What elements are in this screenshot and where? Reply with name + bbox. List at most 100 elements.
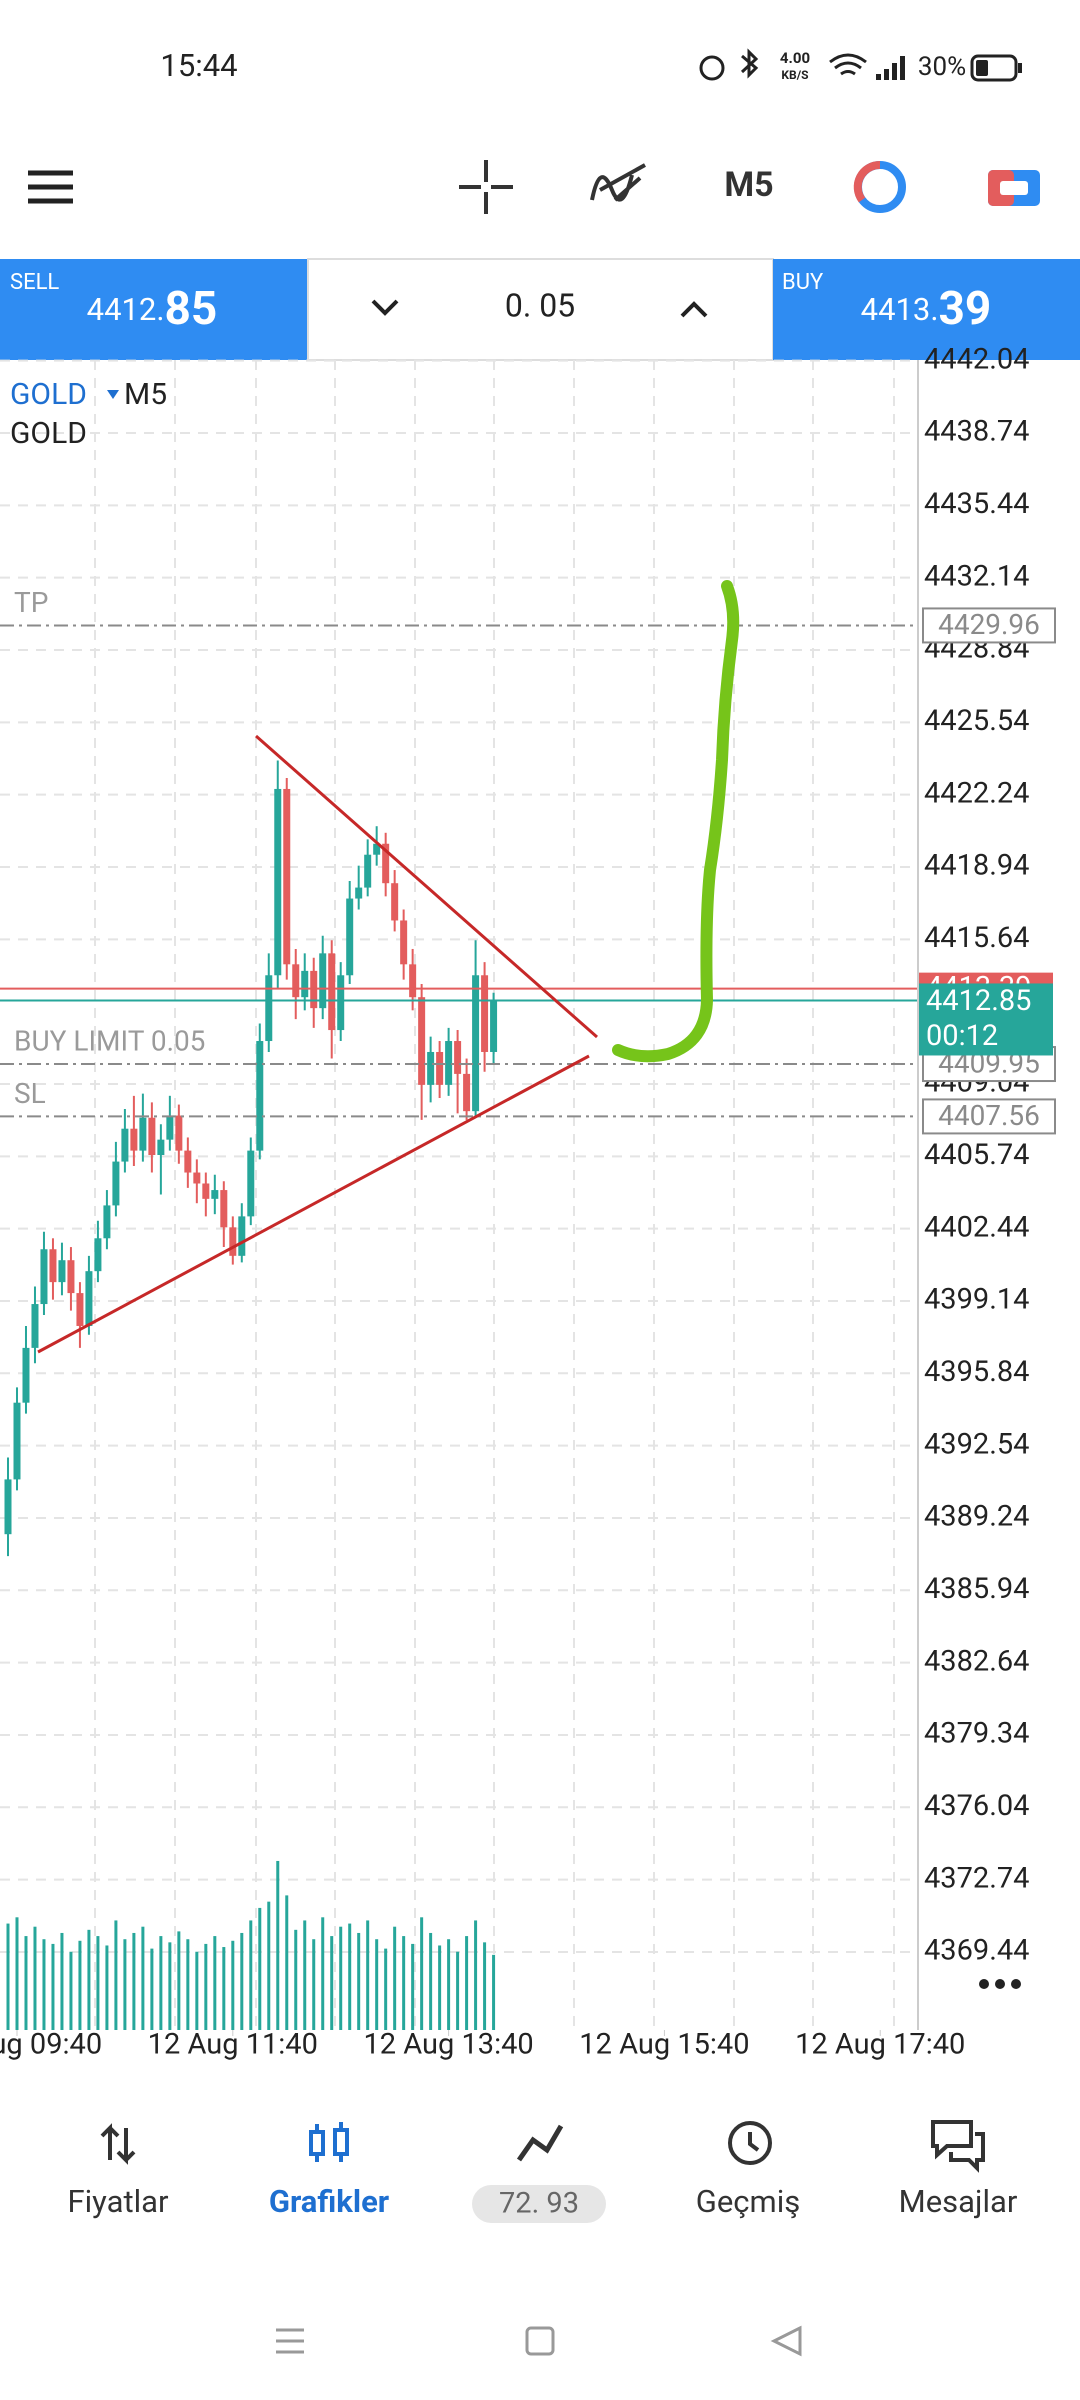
sell-price-main: 4412. bbox=[87, 291, 165, 328]
candle-body bbox=[256, 1041, 264, 1151]
quotes-icon[interactable] bbox=[100, 2123, 136, 2165]
candle-body bbox=[355, 887, 363, 899]
history-hands bbox=[748, 2132, 760, 2152]
y-tick-label: 4402.44 bbox=[924, 1210, 1029, 1244]
chart-timeframe: M5 bbox=[124, 377, 167, 412]
candles bbox=[4, 760, 498, 1557]
candle-body bbox=[166, 1115, 174, 1140]
volume-bar bbox=[447, 1939, 451, 2030]
candle-body bbox=[319, 953, 327, 1009]
candle-body bbox=[220, 1190, 228, 1228]
candle-body bbox=[67, 1260, 75, 1294]
trade-icon[interactable] bbox=[516, 2124, 564, 2162]
messages-icon[interactable] bbox=[931, 2120, 985, 2173]
battery-level bbox=[976, 60, 988, 76]
volume-bar bbox=[438, 1945, 442, 2030]
volume-value[interactable]: 0. 05 bbox=[505, 286, 575, 324]
symbol-dropdown[interactable] bbox=[107, 390, 119, 399]
recents-button[interactable] bbox=[276, 2328, 304, 2354]
battery-tip bbox=[1018, 63, 1022, 73]
menu-button[interactable] bbox=[28, 170, 73, 204]
nav-history[interactable]: Geçmiş bbox=[696, 2183, 801, 2220]
volume-bar bbox=[213, 1936, 217, 2030]
x-tick-label: 12 Aug 15:40 bbox=[579, 2028, 749, 2062]
y-tick-label: 4372.74 bbox=[924, 1861, 1029, 1895]
battery-text: 30% bbox=[918, 52, 966, 82]
volume-bar bbox=[249, 1920, 253, 2030]
back-button[interactable] bbox=[770, 2325, 802, 2357]
level-value: 4407.56 bbox=[938, 1099, 1040, 1132]
volume-bar bbox=[6, 1923, 10, 2030]
x-tick-label: 12 Aug 11:40 bbox=[148, 2028, 318, 2062]
candle-body bbox=[157, 1139, 165, 1155]
y-tick-label: 4389.24 bbox=[924, 1500, 1029, 1534]
x-tick-label: 12 Aug 17:40 bbox=[795, 2028, 965, 2062]
candle-body bbox=[481, 975, 489, 1052]
volume-bar bbox=[168, 1942, 172, 2030]
candle-body bbox=[121, 1128, 129, 1162]
volume-bar bbox=[15, 1917, 19, 2030]
sell-button[interactable] bbox=[0, 259, 308, 360]
toolbar: M5 bbox=[28, 160, 1040, 214]
y-tick-label: 4425.54 bbox=[924, 704, 1029, 738]
buy-button[interactable] bbox=[773, 259, 1080, 360]
candle-body bbox=[337, 975, 345, 1031]
volume-bar bbox=[240, 1932, 244, 2030]
candle-body bbox=[4, 1479, 12, 1535]
y-tick-label: 4382.64 bbox=[924, 1644, 1029, 1678]
volume-bar bbox=[312, 1939, 316, 2030]
y-tick-label: 4432.14 bbox=[924, 559, 1029, 593]
nav-balance[interactable]: 72. 93 bbox=[499, 2187, 579, 2221]
volume-up[interactable] bbox=[680, 301, 708, 318]
volume-down[interactable] bbox=[371, 299, 399, 316]
candle-body bbox=[229, 1227, 237, 1256]
y-tick-label: 4415.64 bbox=[924, 921, 1029, 955]
drawings bbox=[37, 580, 740, 1354]
icon-part bbox=[333, 2128, 349, 2156]
candle-body bbox=[238, 1216, 246, 1256]
candle-body bbox=[13, 1402, 21, 1480]
volume-bar bbox=[492, 1954, 496, 2030]
timeframe-button[interactable]: M5 bbox=[724, 165, 773, 205]
sell-price-big: 85 bbox=[165, 282, 218, 336]
history-icon[interactable] bbox=[728, 2121, 772, 2165]
candle-body bbox=[58, 1260, 66, 1283]
sell-price: 4412.85 bbox=[87, 282, 218, 336]
volume-bar bbox=[276, 1860, 280, 2030]
level-box bbox=[922, 1098, 1056, 1135]
volume-bar bbox=[69, 1951, 73, 2030]
objects-button-red bbox=[853, 160, 881, 203]
candle-body bbox=[427, 1051, 435, 1085]
more-button[interactable] bbox=[979, 1979, 1021, 1989]
volume-bar bbox=[402, 1936, 406, 2030]
candle-body bbox=[454, 1041, 462, 1074]
volume-bar bbox=[483, 1942, 487, 2030]
crosshair-button[interactable] bbox=[459, 160, 513, 214]
volume-bar bbox=[267, 1901, 271, 2030]
candle-body bbox=[22, 1347, 30, 1403]
symbol-info: GOLD M5 GOLD bbox=[10, 377, 167, 451]
candle-body bbox=[400, 920, 408, 965]
grid bbox=[0, 359, 918, 2030]
system-nav bbox=[276, 2325, 802, 2357]
nav-charts[interactable]: Grafikler bbox=[269, 2183, 389, 2220]
y-tick-label: 4399.14 bbox=[924, 1283, 1029, 1317]
home-button[interactable] bbox=[525, 2326, 555, 2356]
volume-bar bbox=[420, 1917, 424, 2030]
axes: 4442.044438.744435.444432.144428.844425.… bbox=[0, 342, 1029, 2061]
candle-body bbox=[472, 975, 480, 1112]
volume-bar bbox=[24, 1936, 28, 2030]
volume-bar bbox=[429, 1932, 433, 2030]
volume-bar bbox=[348, 1923, 352, 2030]
candle-body bbox=[130, 1128, 138, 1151]
icon-part bbox=[309, 2130, 325, 2156]
nav-messages[interactable]: Mesajlar bbox=[899, 2183, 1018, 2220]
indicators-button[interactable] bbox=[590, 163, 646, 202]
charts-icon[interactable] bbox=[309, 2122, 349, 2162]
volume-bar bbox=[303, 1920, 307, 2030]
y-tick-label: 4405.74 bbox=[924, 1138, 1029, 1172]
volume-bar bbox=[258, 1907, 262, 2030]
nav-quotes[interactable]: Fiyatlar bbox=[67, 2183, 169, 2220]
volume-bar bbox=[42, 1939, 46, 2030]
candle-body bbox=[445, 1041, 453, 1085]
